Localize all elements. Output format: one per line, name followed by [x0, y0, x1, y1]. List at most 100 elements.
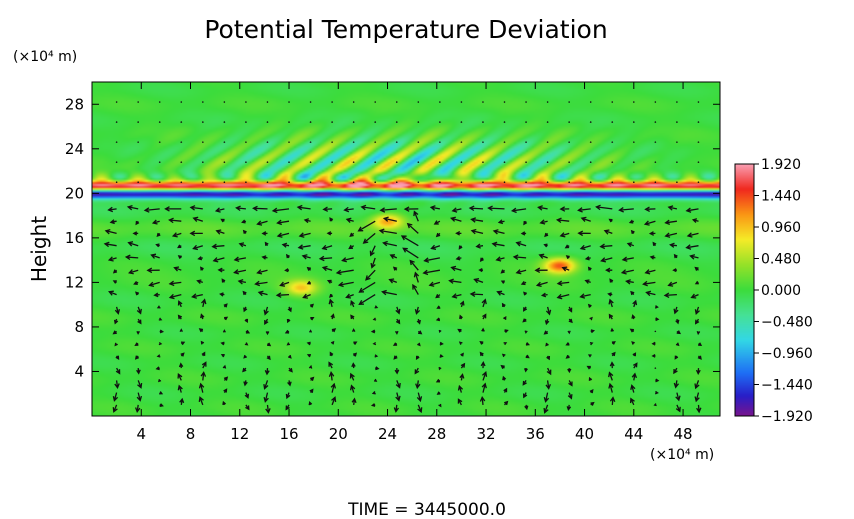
wind-vector — [413, 271, 420, 283]
wind-vector — [417, 404, 423, 414]
wind-vector — [579, 244, 591, 251]
wind-vector — [503, 342, 508, 346]
wind-vector — [653, 403, 657, 407]
wind-vector — [202, 181, 204, 183]
wind-vector — [515, 241, 527, 247]
wind-vector — [546, 181, 549, 183]
wind-vector — [414, 306, 421, 315]
wind-vector — [365, 269, 376, 281]
wind-vector — [457, 384, 464, 393]
wind-vector — [428, 281, 441, 287]
wind-vector — [496, 290, 505, 296]
wind-vector — [264, 318, 269, 325]
wind-vector — [103, 241, 117, 248]
wind-vector — [621, 256, 634, 262]
wind-vector — [566, 404, 572, 412]
wind-vector — [694, 380, 700, 390]
wind-vector — [150, 253, 160, 259]
wind-vector — [337, 281, 354, 288]
wind-vector — [349, 232, 355, 237]
wind-vector — [435, 317, 441, 322]
wind-vector — [321, 244, 333, 251]
wind-vector — [546, 121, 549, 123]
wind-vector — [567, 330, 571, 335]
wind-vector — [492, 229, 505, 235]
wind-vector — [266, 355, 271, 361]
wind-vector — [487, 205, 505, 212]
wind-vector — [435, 232, 441, 238]
wind-vector — [245, 329, 251, 334]
time-label: TIME = 3445000.0 — [347, 500, 506, 519]
wind-vector — [177, 244, 182, 249]
wind-vector — [330, 313, 335, 320]
wind-vector — [351, 362, 356, 369]
wind-vector — [235, 205, 246, 212]
wind-vector — [326, 231, 333, 236]
wind-vector — [460, 362, 466, 369]
wind-vector — [633, 181, 635, 183]
wind-vector — [417, 121, 420, 123]
wind-vector — [537, 205, 548, 211]
wind-vector — [358, 281, 376, 293]
wind-vector — [540, 292, 548, 298]
x-tick-label: 48 — [674, 425, 693, 443]
wind-vector — [413, 210, 419, 222]
wind-vector — [545, 306, 552, 316]
wind-vector — [267, 342, 272, 347]
wind-vector — [180, 161, 183, 163]
wind-vector — [577, 207, 591, 213]
wind-vector — [296, 204, 311, 211]
wind-vector — [394, 368, 400, 375]
wind-vector — [197, 256, 203, 261]
wind-vector — [331, 396, 337, 406]
wind-vector — [302, 293, 311, 299]
wind-vector — [381, 289, 397, 296]
wind-vector — [266, 181, 269, 183]
wind-vector — [266, 121, 269, 123]
wind-vector — [112, 392, 119, 402]
wind-vector — [400, 235, 419, 247]
wind-vector — [180, 181, 183, 183]
wind-vector — [352, 352, 358, 357]
wind-vector — [523, 220, 528, 226]
wind-vector — [579, 293, 591, 299]
wind-vector — [448, 278, 462, 284]
wind-vector — [348, 244, 355, 250]
wind-vector — [223, 121, 226, 123]
y-tick-label: 4 — [74, 362, 84, 380]
wind-vector — [630, 290, 635, 296]
wind-vector — [219, 292, 225, 297]
wind-vector — [676, 121, 678, 123]
wind-vector — [137, 380, 143, 389]
wind-vector — [331, 141, 333, 143]
wind-vector — [643, 220, 656, 226]
wind-vector — [675, 404, 681, 413]
wind-vector — [222, 364, 227, 369]
wind-vector — [395, 101, 398, 103]
wind-vector — [460, 181, 463, 183]
wind-vector — [275, 292, 290, 298]
wind-vector — [158, 101, 161, 103]
wind-vector — [214, 207, 225, 213]
wind-vector — [137, 181, 139, 183]
wind-vector — [179, 397, 185, 405]
wind-vector — [655, 317, 660, 322]
wind-vector — [245, 404, 250, 411]
wind-vector — [392, 342, 398, 346]
wind-vector — [192, 244, 203, 251]
wind-vector — [288, 161, 290, 163]
wind-vector — [460, 352, 464, 357]
wind-vector — [543, 330, 549, 335]
wind-vector — [608, 371, 614, 381]
wind-vector — [266, 141, 269, 143]
wind-vector — [608, 382, 614, 393]
wind-vector — [263, 392, 269, 403]
wind-vector — [244, 392, 250, 399]
wind-vector — [159, 329, 165, 334]
wind-vector — [515, 269, 527, 275]
wind-vector — [352, 141, 355, 143]
wind-vector — [328, 298, 334, 308]
wind-vector — [459, 300, 465, 308]
x-tick-label: 24 — [378, 425, 397, 443]
wind-vector — [654, 181, 657, 183]
